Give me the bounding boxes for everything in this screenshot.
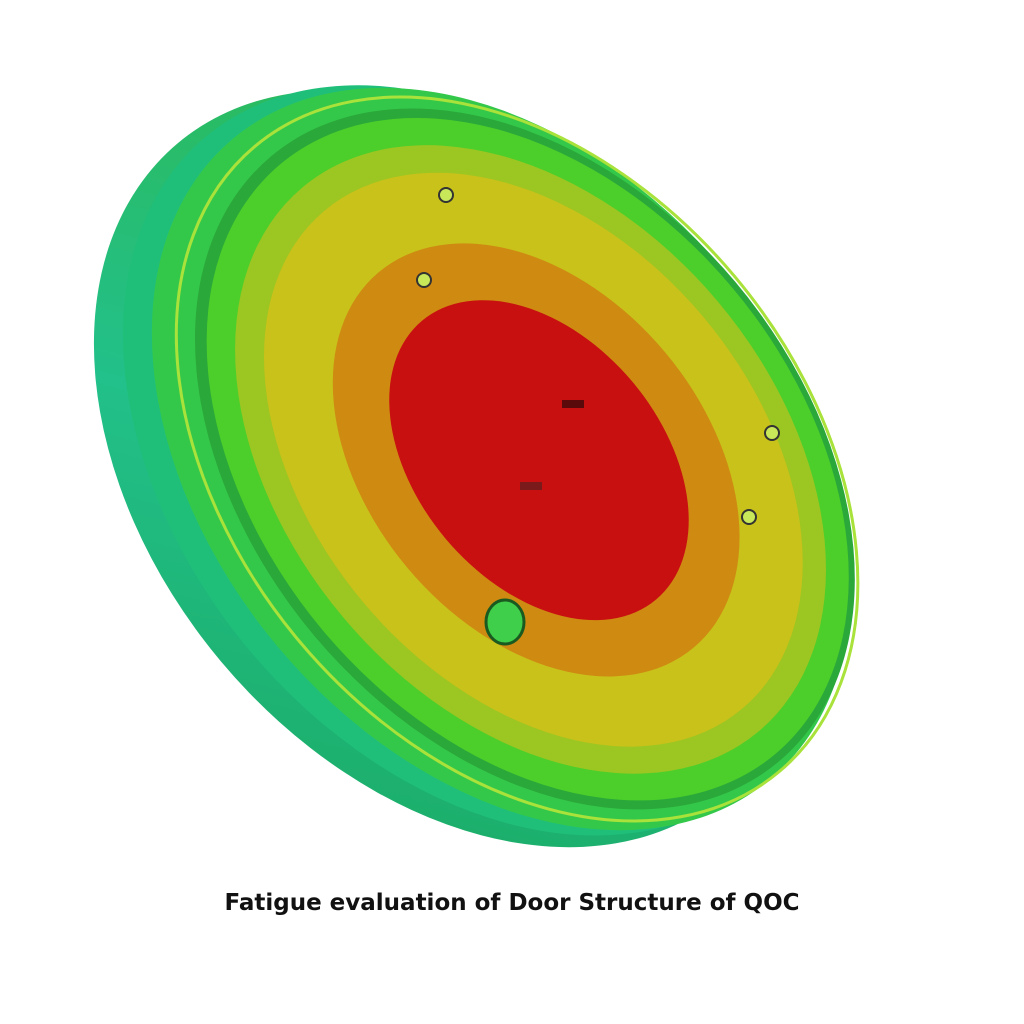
marker [562, 400, 584, 408]
port [484, 598, 526, 646]
hole [438, 187, 454, 203]
marker [520, 482, 542, 490]
door-disk [93, 85, 860, 848]
rim-edge [174, 95, 860, 823]
hole [764, 425, 780, 441]
hole [741, 509, 757, 525]
face-red [389, 300, 689, 621]
holes [416, 187, 780, 646]
hole [416, 272, 432, 288]
fea-contour-image [93, 85, 860, 848]
caption: Fatigue evaluation of Door Structure of … [224, 890, 800, 916]
